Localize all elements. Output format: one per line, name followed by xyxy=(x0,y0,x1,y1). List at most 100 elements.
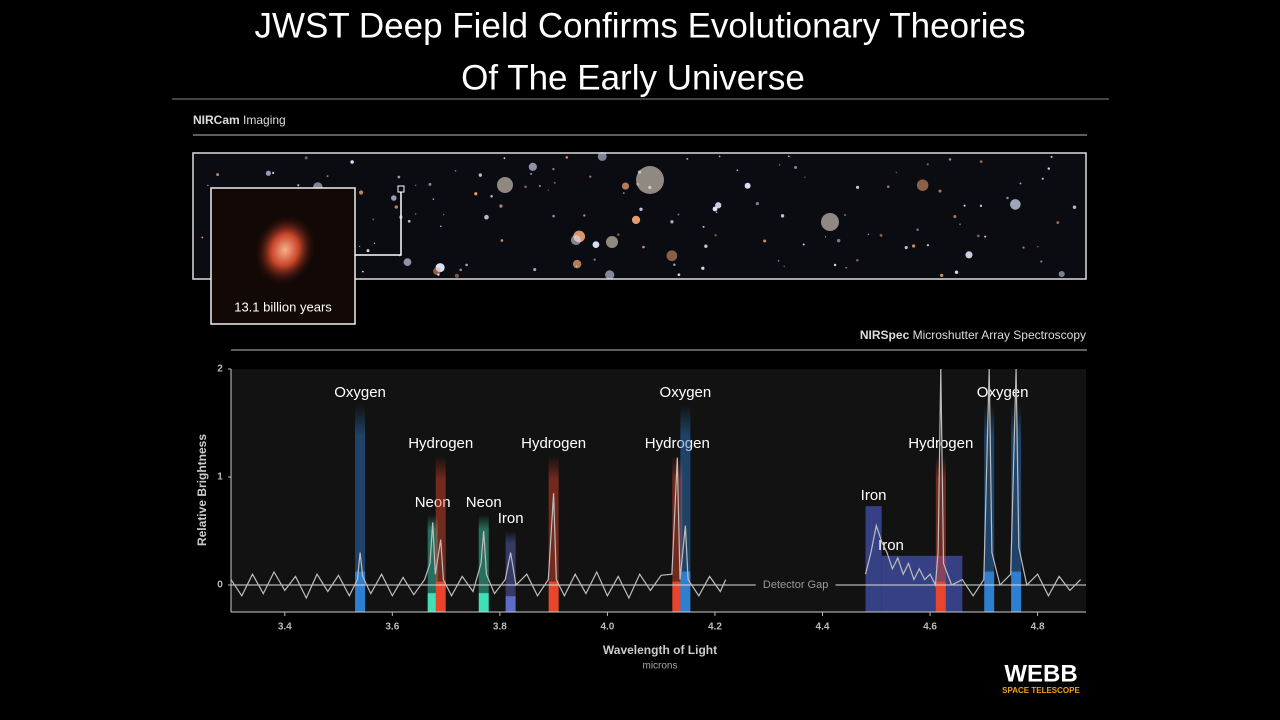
inset-label: 13.1 billion years xyxy=(234,299,332,314)
feature-band xyxy=(881,555,963,612)
star xyxy=(979,204,983,208)
star xyxy=(845,267,847,269)
star xyxy=(454,170,457,172)
star xyxy=(597,151,607,161)
star xyxy=(701,266,705,270)
star xyxy=(714,234,717,237)
star xyxy=(437,273,440,276)
star xyxy=(1006,196,1009,200)
y-axis-title: Relative Brightness xyxy=(195,434,209,546)
star xyxy=(499,204,503,208)
feature-label: Hydrogen xyxy=(408,435,473,452)
feature-label: Neon xyxy=(466,494,502,511)
star xyxy=(1058,270,1065,278)
x-tick-label: 4.6 xyxy=(923,622,937,633)
star xyxy=(1019,182,1022,185)
star xyxy=(570,235,582,246)
x-tick-label: 4.8 xyxy=(1031,622,1045,633)
star xyxy=(1047,167,1050,170)
star xyxy=(916,228,919,231)
star xyxy=(440,225,442,228)
y-tick-label: 1 xyxy=(217,472,223,483)
emission-line xyxy=(478,515,489,612)
star xyxy=(372,218,375,221)
feature-label: Oxygen xyxy=(334,384,386,401)
star xyxy=(415,213,417,215)
emission-line xyxy=(984,405,995,612)
star xyxy=(912,244,916,248)
star xyxy=(593,258,596,261)
star xyxy=(715,202,722,209)
star xyxy=(1050,155,1053,159)
star xyxy=(677,273,681,277)
star xyxy=(777,260,780,262)
star xyxy=(484,214,489,220)
star xyxy=(763,239,767,243)
star xyxy=(744,182,751,189)
star xyxy=(503,157,506,160)
x-tick-label: 4.2 xyxy=(708,622,722,633)
x-tick-label: 3.8 xyxy=(493,622,507,633)
connector xyxy=(355,192,402,256)
star xyxy=(528,162,537,171)
star xyxy=(553,181,556,184)
feature-label: Hydrogen xyxy=(908,435,973,452)
heading: Microshutter Array Spectroscopy xyxy=(913,328,1086,342)
star xyxy=(886,185,890,188)
galaxy-glow xyxy=(497,177,513,193)
emission-line xyxy=(1011,405,1022,612)
star xyxy=(677,213,680,216)
feature-label: Hydrogen xyxy=(521,435,586,452)
feature-label: Hydrogen xyxy=(645,435,710,452)
star xyxy=(443,213,445,216)
star xyxy=(358,245,361,248)
star xyxy=(465,263,468,267)
star xyxy=(926,243,930,247)
star xyxy=(963,204,966,207)
star xyxy=(779,164,781,166)
galaxy-glow xyxy=(636,166,664,194)
star xyxy=(1037,246,1039,248)
star xyxy=(358,190,364,195)
star xyxy=(833,263,837,267)
star xyxy=(530,172,533,175)
star xyxy=(844,214,846,216)
star xyxy=(433,267,441,276)
star xyxy=(979,160,983,164)
star xyxy=(1041,177,1044,180)
star xyxy=(500,239,504,242)
star xyxy=(984,235,987,238)
x-tick-label: 3.6 xyxy=(385,622,399,633)
star xyxy=(666,250,678,262)
star xyxy=(879,233,883,237)
star xyxy=(780,214,785,218)
emission-line xyxy=(427,515,438,612)
feature-label: Oxygen xyxy=(660,384,712,401)
feature-label: Oxygen xyxy=(977,384,1029,401)
star xyxy=(490,195,493,198)
star xyxy=(704,244,708,248)
x-tick-label: 4.0 xyxy=(600,622,614,633)
emission-line xyxy=(672,456,683,612)
star xyxy=(712,206,718,212)
star xyxy=(403,258,412,266)
star xyxy=(718,155,721,158)
star xyxy=(1040,260,1043,263)
title: JWST Deep Field Confirms Evolutionary Th… xyxy=(255,6,1026,45)
emission-line xyxy=(505,531,516,612)
star xyxy=(794,165,798,169)
star xyxy=(715,211,718,214)
star xyxy=(216,173,220,176)
star xyxy=(736,169,739,172)
star xyxy=(965,251,973,259)
gap-mask xyxy=(755,577,836,593)
star xyxy=(895,171,898,174)
star xyxy=(478,173,483,177)
star xyxy=(538,184,541,187)
y-tick-label: 0 xyxy=(217,580,223,591)
star xyxy=(407,219,411,223)
feature-band xyxy=(865,506,882,612)
star xyxy=(1056,221,1060,224)
